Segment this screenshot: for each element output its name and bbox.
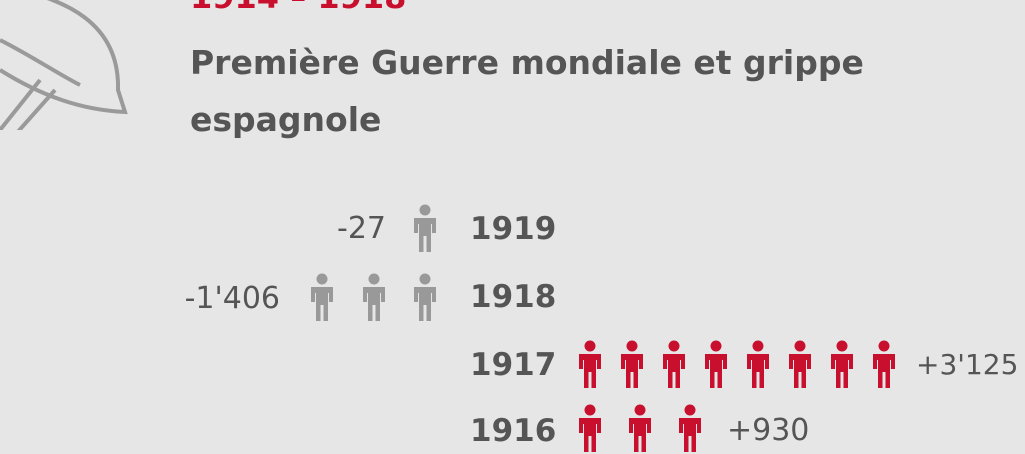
person-icon — [410, 273, 440, 323]
helmet-icon — [0, 0, 140, 130]
person-icon — [617, 340, 647, 390]
change-value: -27 — [250, 209, 386, 249]
change-value: -1'406 — [150, 279, 280, 319]
page: {"header": {"period": "1914 – 1918", "ti… — [0, 0, 1025, 448]
person-icon — [307, 273, 337, 323]
person-icon — [675, 404, 705, 454]
person-icon — [410, 204, 440, 254]
person-icon — [575, 404, 605, 454]
change-value: +3'125 — [916, 345, 1018, 385]
person-icon — [359, 273, 389, 323]
year: 1916 — [470, 411, 560, 451]
person-icon — [659, 340, 689, 390]
change-value: +930 — [727, 411, 809, 451]
person-icon — [743, 340, 773, 390]
year: 1919 — [470, 209, 560, 249]
person-icon — [575, 340, 605, 390]
year: 1917 — [470, 345, 560, 385]
person-icon — [785, 340, 815, 390]
period: 1914 – 1918 — [190, 0, 406, 16]
title: Première Guerre mondiale et grippe espag… — [190, 34, 910, 148]
person-icon — [869, 340, 899, 390]
person-icon — [701, 340, 731, 390]
person-icon — [625, 404, 655, 454]
year: 1918 — [470, 277, 560, 317]
person-icon — [827, 340, 857, 390]
